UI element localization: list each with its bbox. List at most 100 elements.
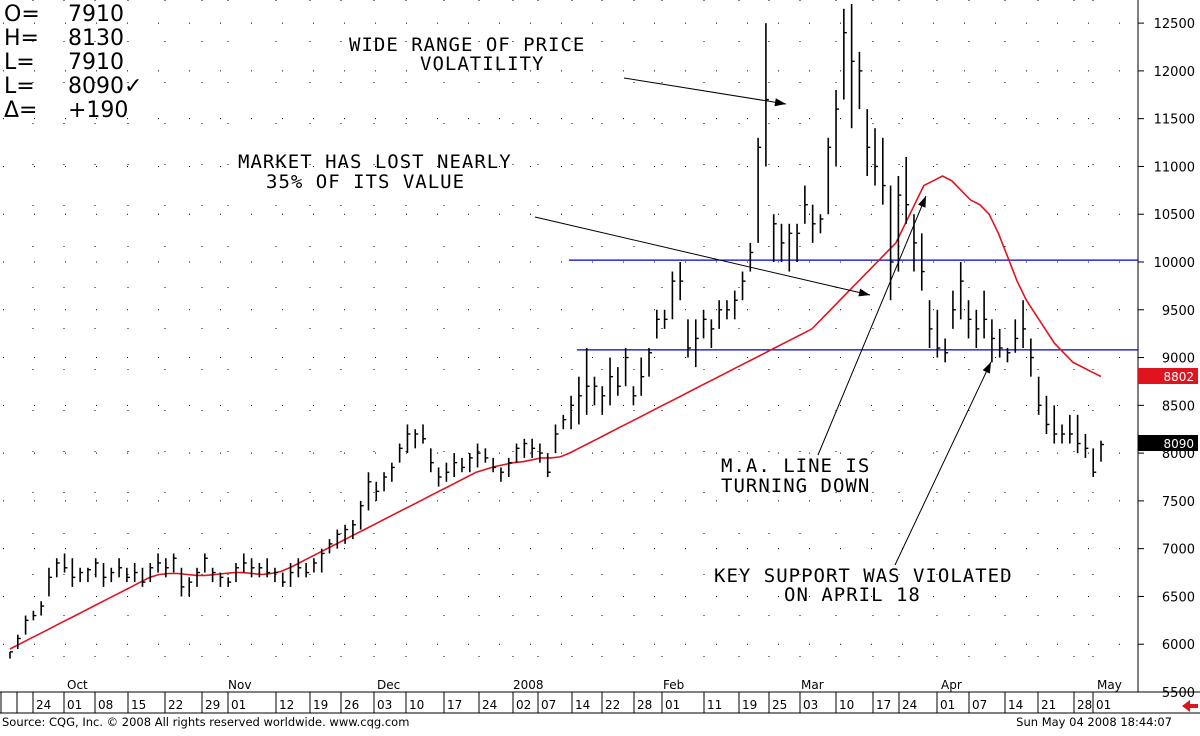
price-bar bbox=[313, 558, 317, 573]
price-bar bbox=[24, 615, 29, 635]
price-bar bbox=[780, 223, 785, 262]
price-bar bbox=[920, 233, 925, 291]
x-tick-label: 11 bbox=[707, 698, 722, 712]
annotation-arrow-head bbox=[918, 196, 926, 208]
price-bar bbox=[788, 223, 793, 272]
x-tick-label: 07 bbox=[541, 698, 556, 712]
price-bar bbox=[796, 223, 801, 262]
x-tick-label: 10 bbox=[839, 698, 854, 712]
price-bar bbox=[258, 563, 263, 578]
x-tick-label: 24 bbox=[482, 698, 497, 712]
price-bar bbox=[850, 4, 855, 129]
price-bar bbox=[546, 453, 551, 477]
moving-average-layer bbox=[9, 175, 1102, 650]
price-bar bbox=[648, 348, 653, 377]
price-bar bbox=[1030, 338, 1034, 377]
price-bar bbox=[266, 558, 271, 578]
last-price-text: 8090 bbox=[1163, 437, 1194, 451]
x-tick-label: 08 bbox=[98, 698, 113, 712]
x-tick-label: 01 bbox=[665, 698, 680, 712]
price-bar bbox=[843, 8, 847, 100]
ma-value-box bbox=[1138, 368, 1198, 384]
price-bar bbox=[507, 457, 512, 477]
x-tick-label: 28 bbox=[1077, 698, 1092, 712]
footer: Source: CQG, Inc. © 2008 All rights rese… bbox=[2, 700, 1198, 729]
x-month-label: Oct bbox=[67, 678, 88, 692]
price-bar bbox=[328, 539, 333, 554]
annotation-arrows bbox=[534, 77, 992, 566]
readout-change-value: +190 bbox=[68, 98, 128, 123]
price-bar bbox=[55, 558, 60, 578]
price-bar bbox=[32, 610, 37, 621]
price-bar bbox=[897, 176, 902, 272]
price-bar bbox=[133, 563, 138, 583]
price-bar bbox=[702, 309, 707, 339]
x-tick-label: 14 bbox=[575, 698, 590, 712]
price-bar bbox=[320, 548, 325, 573]
price-bar bbox=[227, 577, 232, 587]
price-bar bbox=[617, 367, 621, 396]
price-bar bbox=[149, 563, 154, 583]
y-tick-label: 5500 bbox=[1162, 686, 1195, 701]
price-bar bbox=[40, 601, 45, 616]
price-bar bbox=[196, 567, 201, 587]
x-tick-label: 03 bbox=[803, 698, 818, 712]
x-tick-label: 19 bbox=[313, 698, 328, 712]
price-bar bbox=[305, 563, 310, 578]
price-bar bbox=[928, 300, 933, 348]
readout-low-label: L= bbox=[4, 50, 35, 75]
annotation-ma-turning-line1: M.A. LINE IS bbox=[721, 455, 870, 477]
x-tick-label: 25 bbox=[772, 698, 787, 712]
price-bar bbox=[881, 137, 886, 205]
price-bar bbox=[1037, 376, 1042, 415]
price-bar bbox=[71, 558, 76, 587]
y-tick-label: 11000 bbox=[1154, 160, 1195, 175]
price-bar bbox=[601, 386, 606, 415]
price-bar bbox=[765, 23, 769, 167]
annotation-arrow-line bbox=[894, 361, 992, 566]
price-bar bbox=[578, 376, 582, 425]
footer-source: Source: CQG, Inc. © 2008 All rights rese… bbox=[2, 715, 409, 729]
price-bar bbox=[157, 553, 162, 573]
moving-average-line bbox=[9, 175, 1102, 650]
price-bar bbox=[726, 300, 730, 320]
x-tick-label: 19 bbox=[742, 698, 757, 712]
price-bar bbox=[48, 567, 52, 597]
price-bar bbox=[211, 567, 216, 583]
y-tick-label: 9000 bbox=[1162, 352, 1195, 367]
footer-timestamp: Sun May 04 2008 18:44:07 bbox=[1016, 715, 1172, 729]
price-bar bbox=[710, 319, 715, 348]
x-tick-label: 12 bbox=[279, 698, 294, 712]
price-bar bbox=[359, 500, 364, 530]
x-tick-label: 15 bbox=[131, 698, 146, 712]
price-bar bbox=[811, 204, 816, 243]
scroll-left-arrow-icon[interactable] bbox=[1182, 700, 1198, 712]
annotation-arrow-head bbox=[774, 98, 786, 107]
readout-high-value: 8130 bbox=[68, 26, 124, 51]
price-bar bbox=[772, 214, 777, 262]
price-bar bbox=[562, 414, 567, 430]
price-bar bbox=[835, 90, 840, 167]
annotation-arrow-line bbox=[534, 216, 871, 296]
scroll-thumb[interactable] bbox=[0, 691, 18, 714]
price-bar bbox=[94, 558, 99, 578]
price-bar bbox=[1061, 424, 1066, 444]
price-bar bbox=[1100, 440, 1104, 462]
y-tick-label: 7000 bbox=[1162, 543, 1195, 558]
x-tick-label: 02 bbox=[516, 698, 531, 712]
price-bar bbox=[336, 529, 341, 549]
price-bar bbox=[453, 453, 458, 477]
readout-last-value: 8090✓ bbox=[68, 74, 142, 99]
readout-last-label: L= bbox=[4, 74, 35, 99]
annotation-arrow-head bbox=[858, 288, 870, 297]
price-bar bbox=[515, 443, 520, 463]
annotation-key-support-line1: KEY SUPPORT WAS VIOLATED bbox=[714, 565, 1013, 587]
annotation-volatility-line2: VOLATILITY bbox=[420, 53, 544, 75]
price-bar bbox=[866, 109, 871, 176]
price-bar bbox=[554, 424, 559, 454]
price-bar bbox=[445, 462, 450, 482]
price-bar bbox=[952, 290, 956, 329]
price-bar bbox=[585, 348, 590, 415]
x-tick-label: 14 bbox=[1008, 698, 1023, 712]
